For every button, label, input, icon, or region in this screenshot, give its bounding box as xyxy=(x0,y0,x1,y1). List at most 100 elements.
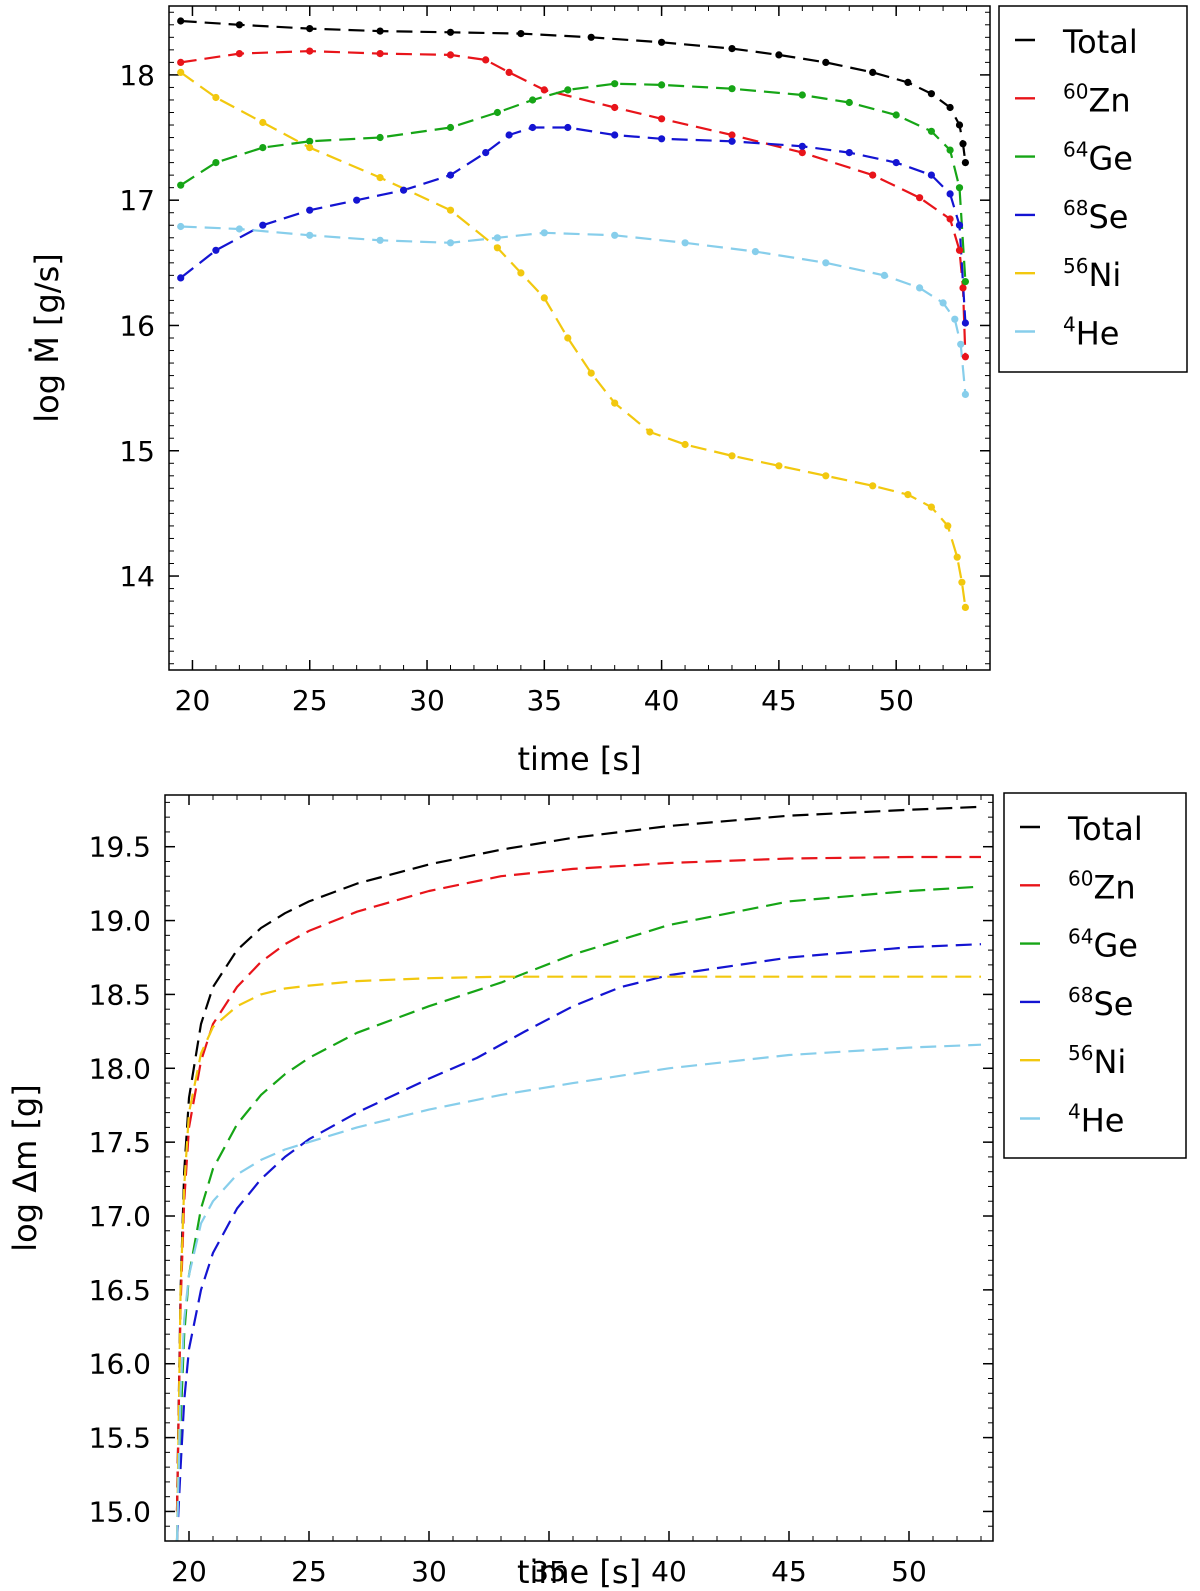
data-point-ni xyxy=(376,174,384,182)
data-point-zn xyxy=(916,194,924,202)
series-line-ni xyxy=(180,71,967,608)
data-point-ge xyxy=(892,111,900,119)
data-point-ni xyxy=(306,144,314,152)
series-line-ge xyxy=(180,82,967,282)
data-point-ge xyxy=(493,108,501,117)
y-axis-label: log Δm [g] xyxy=(6,1084,44,1251)
data-point-he xyxy=(916,284,924,292)
series-line-ni xyxy=(175,975,981,1541)
data-point-ge xyxy=(658,81,666,89)
data-point-zn xyxy=(611,103,619,112)
series-line-zn xyxy=(180,50,967,357)
y-tick-label: 19.0 xyxy=(89,905,151,938)
data-point-se xyxy=(961,319,970,327)
data-point-zn xyxy=(869,171,877,179)
data-point-he xyxy=(822,259,830,267)
legend-label: 64Ge xyxy=(1068,925,1138,965)
data-point-ge xyxy=(212,159,220,167)
data-point-ni xyxy=(681,440,689,449)
data-point-se xyxy=(482,149,490,157)
data-point-zn xyxy=(177,58,185,66)
x-tick-label: 30 xyxy=(409,684,445,717)
data-point-ni xyxy=(904,491,912,499)
data-point-ge xyxy=(177,181,185,189)
data-point-ni xyxy=(587,369,595,377)
data-point-total xyxy=(446,28,455,36)
data-point-se xyxy=(306,206,314,214)
legend-item-he: 4He xyxy=(1015,313,1119,353)
legend-item-se: 68Se xyxy=(1020,983,1133,1023)
legend-item-ge: 64Ge xyxy=(1020,925,1138,965)
legend-item-ni: 56Ni xyxy=(1020,1041,1126,1081)
data-point-zn xyxy=(235,50,243,58)
data-point-ni xyxy=(927,503,936,511)
data-point-ni xyxy=(517,269,525,277)
data-point-se xyxy=(353,196,361,204)
legend-item-ni: 56Ni xyxy=(1015,254,1121,294)
series-line-se xyxy=(180,126,967,324)
legend-label: 60Zn xyxy=(1063,79,1131,119)
data-point-total xyxy=(587,33,595,41)
x-tick-label: 40 xyxy=(651,1555,687,1588)
x-tick-label: 50 xyxy=(878,684,914,717)
data-point-ni xyxy=(446,206,455,214)
y-tick-label: 19.5 xyxy=(89,831,151,864)
data-point-zn xyxy=(946,215,954,223)
data-point-se xyxy=(658,135,666,143)
data-point-he xyxy=(611,231,619,239)
data-point-se xyxy=(259,221,267,229)
data-point-total xyxy=(822,58,830,66)
data-point-he xyxy=(957,340,965,348)
legend-label: Total xyxy=(1062,23,1138,61)
y-tick-label: 15.0 xyxy=(89,1495,151,1528)
legend-label: 56Ni xyxy=(1063,254,1121,294)
data-point-ni xyxy=(961,603,970,612)
y-tick-label: 16.0 xyxy=(89,1348,151,1381)
data-point-se xyxy=(446,171,455,179)
legend-item-he: 4He xyxy=(1020,1100,1124,1140)
data-point-zn xyxy=(728,131,736,139)
data-point-ni xyxy=(540,294,548,302)
x-tick-label: 45 xyxy=(761,684,797,717)
data-point-total xyxy=(235,21,243,29)
y-tick-label: 17.5 xyxy=(89,1126,151,1159)
data-point-total xyxy=(177,17,185,25)
data-point-se xyxy=(927,171,936,179)
data-point-ni xyxy=(944,522,952,530)
legend: Total 60Zn 64Ge 68Se 56Ni 4He xyxy=(998,5,1188,373)
series-line-zn xyxy=(175,855,981,1512)
legend-label: 68Se xyxy=(1063,196,1128,236)
legend-item-zn: 60Zn xyxy=(1015,79,1131,119)
data-point-he xyxy=(751,248,760,256)
data-point-ge xyxy=(376,133,384,142)
y-tick-label: 17.0 xyxy=(89,1200,151,1233)
data-point-ge xyxy=(728,85,736,93)
series-line-total xyxy=(180,19,967,163)
data-point-se xyxy=(728,137,736,145)
data-point-he xyxy=(951,315,959,323)
data-point-ni xyxy=(564,334,572,342)
x-tick-label: 25 xyxy=(292,684,328,717)
data-point-se xyxy=(529,123,537,132)
data-point-he xyxy=(376,236,384,244)
x-tick-label: 25 xyxy=(291,1555,327,1588)
data-point-he xyxy=(681,239,689,247)
data-point-ge xyxy=(845,98,853,107)
data-point-zn xyxy=(376,50,384,58)
series-line-he xyxy=(175,1043,982,1541)
legend-label: Total xyxy=(1067,810,1143,848)
data-point-total xyxy=(946,103,954,112)
data-point-he xyxy=(235,225,243,233)
plot-frame xyxy=(168,5,991,671)
data-point-se xyxy=(212,246,220,254)
data-point-ni xyxy=(822,472,830,480)
legend-label: 68Se xyxy=(1068,983,1133,1023)
data-point-total xyxy=(961,159,970,167)
series-line-ge xyxy=(175,885,982,1541)
data-point-total xyxy=(959,140,967,148)
data-point-ge xyxy=(946,146,954,154)
legend-label: 4He xyxy=(1063,313,1119,353)
data-point-zn xyxy=(306,47,314,55)
data-point-ni xyxy=(728,452,736,460)
legend-item-total: Total xyxy=(1020,810,1143,848)
